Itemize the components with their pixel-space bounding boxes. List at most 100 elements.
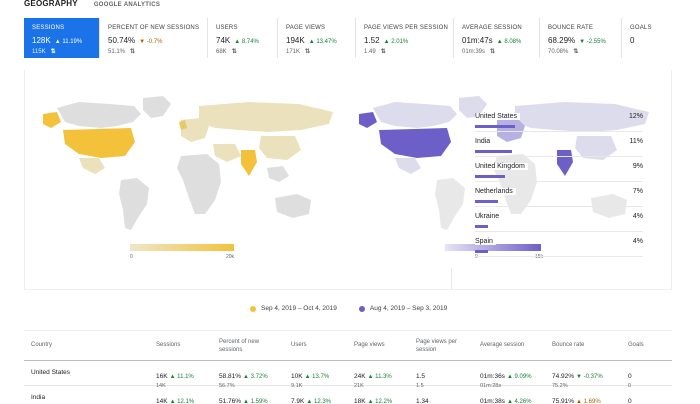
metric-card-sessions[interactable]: SESSIONS 128K ▲ 11.19% 115K ⇅ — [24, 18, 100, 58]
share-track — [475, 231, 643, 232]
metric-previous: 01m:39s — [462, 48, 486, 55]
cell-current: 10K — [291, 373, 303, 380]
country-share-item[interactable]: Netherlands 7% — [475, 187, 643, 212]
metric-card-users[interactable]: USERS 74K ▲ 8.74% 68K ⇅ — [208, 18, 278, 58]
column-header-percent-of-new-sessions[interactable]: Percent of new sessions — [219, 339, 260, 353]
column-header-page-views-per-session[interactable]: Page views per session — [416, 339, 458, 353]
row-country: United States — [31, 369, 71, 376]
metric-card-page-views-per-session[interactable]: PAGE VIEWS PER SESSION 1.52 ▲ 2.01% 1.49 ⇅ — [356, 18, 454, 58]
metric-value: 128K — [32, 36, 51, 45]
map-india — [241, 150, 257, 176]
cell-delta: ▲ 1.59% — [243, 399, 268, 404]
arrow-up-icon: ▲ — [54, 39, 61, 45]
country-share-item[interactable]: United States 12% — [475, 112, 643, 137]
map-europe-prev — [497, 118, 525, 142]
compare-icon: ⇅ — [50, 49, 56, 55]
metric-card-average-session[interactable]: AVERAGE SESSION 01m:47s ▲ 8.08% 01m:39s ⇅ — [454, 18, 540, 58]
page-header: GEOGRAPHY GOOGLE ANALYTICS — [24, 0, 160, 8]
map-china — [259, 136, 301, 160]
metric-previous: 171K — [286, 48, 301, 55]
metric-value: 01m:47s — [462, 36, 493, 45]
page-title: GEOGRAPHY — [24, 0, 78, 8]
legend-previous[interactable]: Aug 4, 2019 – Sep 3, 2019 — [358, 305, 448, 312]
share-bar — [475, 125, 515, 128]
country-name: Spain — [475, 238, 496, 245]
table-cell: 58.81% ▲ 3.72% 56.7% — [219, 365, 268, 390]
metric-delta: ▲ 13.47% — [309, 39, 337, 45]
column-header-goals[interactable]: Goals — [628, 342, 644, 348]
cell-delta: ▲ 4.26% — [506, 399, 532, 404]
metric-card-page-views[interactable]: PAGE VIEWS 194K ▲ 13.47% 171K ⇅ — [278, 18, 356, 58]
country-share-item[interactable]: Ukraine 4% — [475, 212, 643, 237]
metric-previous: 115K — [32, 48, 46, 55]
world-map-current[interactable] — [39, 92, 339, 242]
metric-label: BOUNCE RATE — [548, 25, 594, 31]
country-share-item[interactable]: Spain 4% — [475, 237, 643, 262]
metric-delta: ▲ 2.01% — [384, 39, 409, 45]
cell-current: 14K — [156, 398, 168, 404]
cell-current: 01m:38s — [480, 398, 505, 404]
metric-delta-value: 2.01% — [391, 39, 409, 45]
map-greenland-prev — [459, 96, 487, 118]
share-bar — [475, 225, 488, 228]
color-scale-current — [130, 244, 234, 251]
cell-current: 16K — [156, 373, 168, 380]
cell-delta: ▲ 12.1% — [169, 399, 195, 404]
metric-label: PAGE VIEWS PER SESSION — [364, 25, 448, 31]
metric-card-bounce-rate[interactable]: BOUNCE RATE 68.29% ▼ -2.55% 70.08% ⇅ — [540, 18, 622, 58]
cell-delta: ▲ 9.09% — [506, 374, 532, 380]
cell-delta: ▲ 11.1% — [169, 374, 194, 380]
table-cell: 1.5 1.5 — [416, 365, 425, 390]
column-header-country[interactable]: Country — [31, 342, 53, 348]
column-header-page-views[interactable]: Page views — [354, 342, 385, 348]
cell-delta: ▲ 11.3% — [367, 374, 392, 380]
legend-current[interactable]: Sep 4, 2019 – Oct 4, 2019 — [250, 305, 337, 312]
legend-previous-label: Aug 4, 2019 – Sep 3, 2019 — [369, 305, 448, 312]
cell-current: 0 — [628, 398, 632, 404]
map-alaska-prev — [359, 112, 377, 128]
row-country: India — [31, 394, 46, 401]
metric-card-goals[interactable]: GOALS 0 — [622, 18, 672, 58]
map-mexico — [79, 158, 105, 174]
column-header-sessions[interactable]: Sessions — [156, 342, 181, 348]
metric-label: AVERAGE SESSION — [462, 25, 522, 31]
map-russia — [199, 102, 333, 132]
country-name: United States — [475, 113, 521, 120]
map-australia — [275, 194, 311, 218]
metric-delta: ▲ 11.19% — [55, 39, 83, 45]
scale-previous-max: 15k — [535, 254, 544, 260]
table-row[interactable]: United States 16K ▲ 11.1% 14K 58.81% ▲ 3.7… — [24, 361, 672, 389]
table-cell: 1.34 1.34 — [416, 390, 429, 404]
metric-label: PERCENT OF NEW SESSIONS — [108, 25, 200, 31]
column-header-average-session[interactable]: Average session — [480, 342, 525, 348]
table-cell: 14K▲ 12.1% 12K — [156, 390, 194, 404]
map-europe — [181, 118, 209, 142]
country-share-item[interactable]: India 11% — [475, 137, 643, 162]
table-cell: 01m:38s▲ 4.26% 01m:34s — [480, 390, 532, 404]
share-track — [475, 156, 643, 157]
compare-icon: ⇅ — [380, 49, 386, 55]
map-alaska — [43, 112, 61, 128]
scale-current-min: 0 — [130, 254, 133, 260]
arrow-down-icon: ▼ — [139, 39, 146, 45]
map-panel: 0 20k 0 15k United States 12% India 11% … — [24, 70, 672, 290]
page-subtitle: GOOGLE ANALYTICS — [93, 2, 161, 8]
country-name: India — [475, 138, 494, 145]
column-header-users[interactable]: Users — [291, 342, 307, 348]
metric-label: PAGE VIEWS — [286, 25, 326, 31]
metric-delta-value: -2.55% — [586, 39, 606, 45]
table-cell: 7.9K▲ 12.3% 7K — [291, 390, 331, 404]
metric-value: 1.52 — [364, 36, 380, 45]
metric-delta: ▼ -2.55% — [579, 39, 606, 45]
metric-value: 68.29% — [548, 36, 576, 45]
arrow-up-icon: ▲ — [383, 39, 390, 45]
arrow-up-icon: ▲ — [496, 39, 503, 45]
country-share-item[interactable]: United Kingdom 9% — [475, 162, 643, 187]
metric-card-percent-of-new-sessions[interactable]: PERCENT OF NEW SESSIONS 50.74% ▼ -0.7% 51.1… — [100, 18, 208, 58]
table-cell: 10K ▲ 13.7% 9.1K — [291, 365, 329, 390]
column-header-bounce-rate[interactable]: Bounce rate — [552, 342, 585, 348]
country-table: Country Sessions Percent of new sessions Us… — [24, 330, 672, 404]
metric-delta-value: 13.47% — [316, 39, 337, 45]
table-row[interactable]: India 14K▲ 12.1% 12K 51.76%▲ 1.59% 50.95… — [24, 386, 672, 404]
share-track — [475, 181, 643, 182]
